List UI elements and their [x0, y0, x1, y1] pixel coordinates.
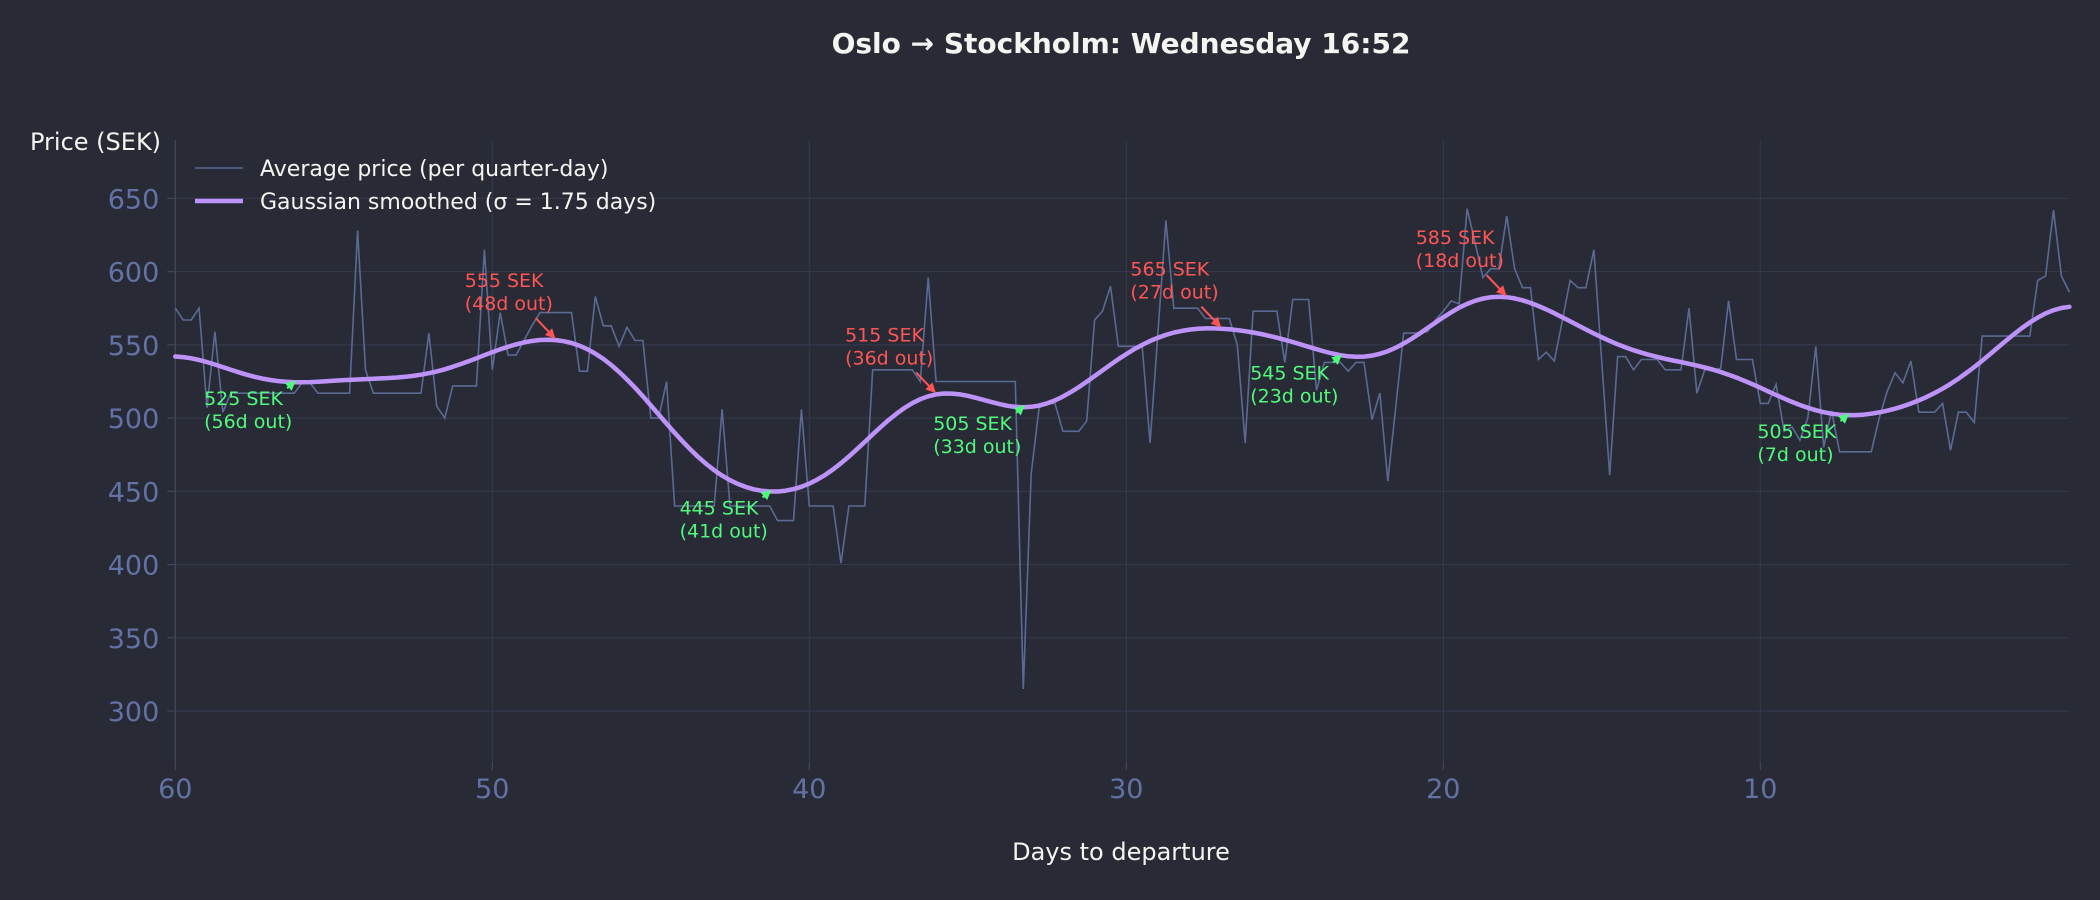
annotation-value: 585 SEK [1416, 227, 1495, 249]
annotation-days: (33d out) [933, 436, 1021, 458]
annotation-arrow [915, 371, 936, 394]
smoothed-price-line [173, 294, 2072, 494]
annotation-days: (56d out) [204, 411, 292, 433]
annotation-value: 505 SEK [1757, 421, 1836, 443]
annotation-days: (18d out) [1416, 250, 1504, 272]
annotation-value: 445 SEK [680, 497, 759, 519]
x-tick-label: 10 [1743, 774, 1777, 805]
annotation-value: 525 SEK [204, 388, 283, 410]
x-axis-label: Days to departure [1012, 838, 1230, 866]
annotation-value: 545 SEK [1250, 362, 1329, 384]
x-tick-label: 40 [792, 774, 826, 805]
annotation-days: (7d out) [1757, 444, 1833, 466]
x-tick-label: 30 [1109, 774, 1143, 805]
annotation-arrow [1200, 306, 1222, 328]
peak-annotation: 555 SEK(48d out) [465, 270, 556, 339]
annotation-arrow [1838, 413, 1850, 424]
annotation-days: (23d out) [1250, 385, 1338, 407]
y-axis-label: Price (SEK) [30, 128, 161, 156]
y-tick-label: 350 [108, 624, 160, 655]
annotation-arrow [1485, 274, 1507, 296]
y-tick-label: 300 [108, 697, 160, 728]
annotation-arrow [534, 317, 556, 339]
series [173, 208, 2072, 690]
trough-annotation: 525 SEK(56d out) [204, 380, 296, 433]
peak-annotation: 565 SEK(27d out) [1130, 259, 1222, 328]
trough-annotation: 505 SEK(33d out) [933, 405, 1025, 458]
annotation-days: (27d out) [1130, 282, 1218, 304]
raw-price-line [174, 208, 2071, 690]
peak-annotation: 515 SEK(36d out) [845, 324, 936, 394]
annotation-value: 555 SEK [465, 270, 544, 292]
annotation-days: (36d out) [845, 347, 933, 369]
trough-annotation: 445 SEK(41d out) [680, 489, 772, 542]
annotations: 555 SEK(48d out)515 SEK(36d out)565 SEK(… [204, 227, 1850, 542]
trough-annotation: 545 SEK(23d out) [1250, 354, 1342, 407]
annotation-arrow [1014, 405, 1025, 416]
y-tick-label: 450 [108, 477, 160, 508]
y-tick-label: 600 [108, 258, 160, 289]
annotation-value: 565 SEK [1130, 259, 1209, 281]
annotation-days: (48d out) [465, 293, 553, 315]
annotation-arrow [760, 489, 772, 501]
annotation-arrow [1331, 354, 1342, 365]
legend-label-smoothed: Gaussian smoothed (σ = 1.75 days) [260, 190, 656, 215]
y-tick-label: 650 [108, 184, 160, 215]
x-tick-label: 20 [1426, 774, 1460, 805]
annotation-days: (41d out) [680, 520, 768, 542]
y-tick-label: 550 [108, 331, 160, 362]
x-tick-label: 50 [475, 774, 509, 805]
peak-annotation: 585 SEK(18d out) [1416, 227, 1507, 296]
trough-annotation: 505 SEK(7d out) [1757, 413, 1850, 466]
legend-label-raw: Average price (per quarter-day) [260, 157, 608, 182]
annotation-arrow [285, 380, 296, 391]
y-tick-label: 400 [108, 551, 160, 582]
chart-title: Oslo → Stockholm: Wednesday 16:52 [832, 27, 1411, 60]
y-axis-ticks: 300 350 400 450 500 550 600 650 [108, 184, 176, 728]
annotation-value: 515 SEK [845, 324, 924, 346]
x-tick-label: 60 [158, 774, 192, 805]
annotation-value: 505 SEK [933, 413, 1012, 435]
y-tick-label: 500 [108, 404, 160, 435]
legend: Average price (per quarter-day) Gaussian… [195, 157, 656, 215]
x-axis-ticks: 60 50 40 30 20 10 [158, 762, 1777, 805]
